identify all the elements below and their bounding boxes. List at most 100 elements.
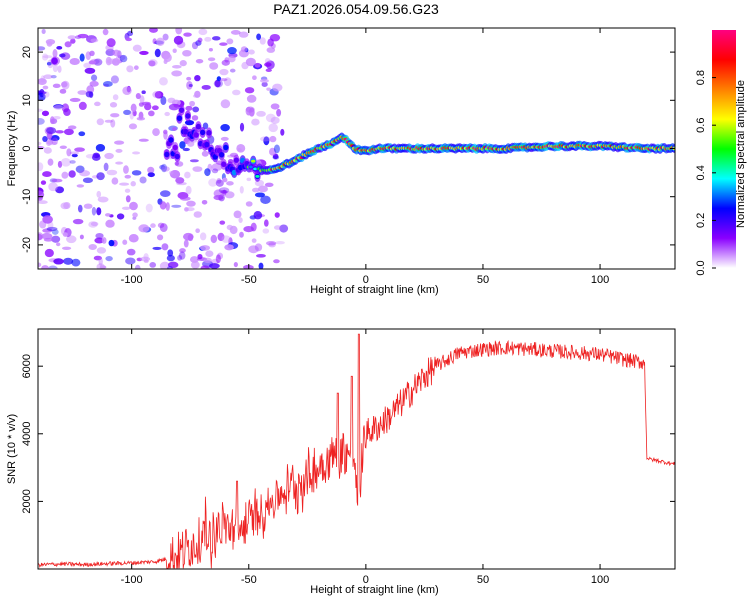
spectrogram-noise-blob (123, 109, 132, 115)
spectrogram-noise-blob (61, 246, 72, 250)
spectrogram-noise-blob (79, 53, 85, 62)
spectrogram-noise-blob (83, 62, 91, 69)
spectrogram-noise-blob (59, 88, 67, 94)
spectrogram-noise-blob (61, 171, 69, 179)
spectrogram-noise-blob (229, 225, 238, 235)
spectrogram-noise-blob (51, 178, 63, 183)
snr-y-label: SNR (10 * v/v) (6, 414, 18, 484)
spectrogram-noise-blob (72, 218, 84, 225)
spectrogram-noise-blob (164, 111, 170, 117)
spectrogram-noise-blob (194, 74, 201, 82)
spectrogram-ridge-band (200, 129, 206, 136)
spectrogram-noise-blob (88, 244, 97, 250)
spectrogram-noise-blob (168, 170, 174, 175)
spectrogram-noise-blob (50, 74, 57, 79)
spectrogram-noise-blob (57, 160, 63, 168)
spectrogram-noise-blob (63, 108, 71, 116)
spectrogram-noise-blob (77, 90, 88, 95)
spectrogram-noise-blob (161, 243, 169, 251)
spectrogram-noise-blob (46, 62, 52, 66)
spectrogram-noise-blob (147, 166, 155, 174)
spectrogram-noise-blob (273, 144, 280, 154)
spectrogram-noise-blob (125, 195, 131, 203)
spectrogram-noise-blob (51, 229, 59, 235)
spectrogram-noise-blob (194, 90, 201, 98)
spectrogram-noise-blob (149, 261, 157, 268)
spectrogram-noise-blob (258, 262, 264, 269)
spectrogram-noise-blob (264, 62, 272, 67)
spectrogram-noise-blob (96, 263, 105, 269)
spectrogram-noise-blob (38, 46, 46, 51)
spectrogram-noise-blob (42, 85, 49, 90)
spectrogram-noise-blob (124, 188, 131, 193)
spectrogram-noise-blob (189, 159, 199, 163)
spectrogram-noise-blob (147, 172, 155, 178)
spectrogram-noise-blob (143, 253, 149, 261)
spectrogram-noise-blob (38, 162, 44, 172)
spectrogram-noise-blob (199, 245, 211, 251)
spectrogram-ytick-label: -10 (21, 189, 33, 205)
spectrogram-noise-blob (136, 116, 146, 121)
spectrogram-noise-blob (204, 36, 212, 42)
spectrogram-noise-blob (197, 37, 203, 43)
spectrogram-noise-blob (200, 265, 210, 269)
spectrogram-noise-blob (199, 232, 207, 241)
spectrogram-ridge-band (233, 157, 239, 163)
spectrogram-noise-blob (126, 248, 136, 256)
spectrogram-noise-blob (51, 235, 61, 243)
spectrogram-noise-blob (255, 253, 266, 258)
spectrogram-noise-blob (70, 38, 76, 44)
spectrogram-noise-blob (125, 37, 132, 42)
spectrogram-xtick-label: 50 (477, 274, 489, 286)
spectrogram-noise-blob (103, 162, 109, 172)
spectrogram-noise-blob (273, 259, 280, 264)
spectrogram-noise-blob (42, 136, 48, 143)
spectrogram-noise-blob (79, 234, 84, 240)
spectrogram-noise-blob (150, 223, 156, 228)
spectrogram-noise-blob (42, 228, 53, 233)
spectrogram-noise-blob (134, 264, 141, 269)
spectrogram-noise-blob (263, 219, 269, 227)
spectrogram-noise-blob (238, 31, 249, 38)
spectrogram-noise-blob (38, 200, 48, 205)
spectrogram-noise-blob (69, 151, 80, 155)
spectrogram-noise-blob (42, 55, 53, 59)
spectrogram-noise-blob (252, 187, 260, 193)
spectrogram-noise-blob (41, 28, 46, 35)
spectrogram-noise-blob (201, 199, 208, 205)
spectrogram-noise-blob (55, 130, 64, 134)
spectrogram-noise-blob (254, 192, 266, 198)
spectrogram-noise-blob (201, 84, 211, 90)
spectrogram-noise-blob (60, 158, 71, 167)
spectrogram-noise-blob (149, 28, 158, 33)
spectrogram-noise-blob (195, 58, 204, 64)
spectrogram-noise-blob (38, 141, 42, 146)
snr-series-layer (38, 333, 675, 569)
spectrogram-noise-blob (254, 62, 261, 68)
spectrogram-noise-blob (94, 101, 101, 107)
spectrogram-noise-blob (119, 54, 128, 63)
spectrogram-noise-blob (51, 57, 58, 65)
spectrogram-ytick-label: 0 (21, 145, 33, 151)
spectrogram-noise-blob (90, 74, 98, 82)
snr-ytick-label: 4000 (21, 422, 33, 446)
spectrogram-noise-blob (110, 119, 116, 128)
spectrogram-noise-blob (166, 254, 175, 262)
spectrogram-noise-blob (232, 89, 241, 96)
spectrogram-ridge-band (204, 141, 210, 148)
spectrogram-noise-blob (216, 76, 222, 82)
spectrogram-noise-blob (229, 68, 236, 73)
spectrogram-noise-blob (213, 79, 223, 88)
spectrogram-noise-blob (182, 232, 194, 241)
spectrogram-ridge-band (168, 137, 174, 143)
spectrogram-noise-blob (108, 239, 115, 247)
spectrogram-noise-blob (129, 111, 135, 120)
spectrogram-noise-blob (197, 254, 203, 260)
spectrogram-noise-blob (105, 56, 112, 66)
spectrogram-noise-blob (110, 113, 120, 118)
spectrogram-noise-blob (222, 177, 228, 183)
spectrogram-noise-blob (179, 60, 187, 67)
spectrogram-noise-blob (250, 222, 257, 232)
spectrogram-noise-blob (43, 147, 52, 154)
spectrogram-noise-blob (93, 255, 102, 261)
